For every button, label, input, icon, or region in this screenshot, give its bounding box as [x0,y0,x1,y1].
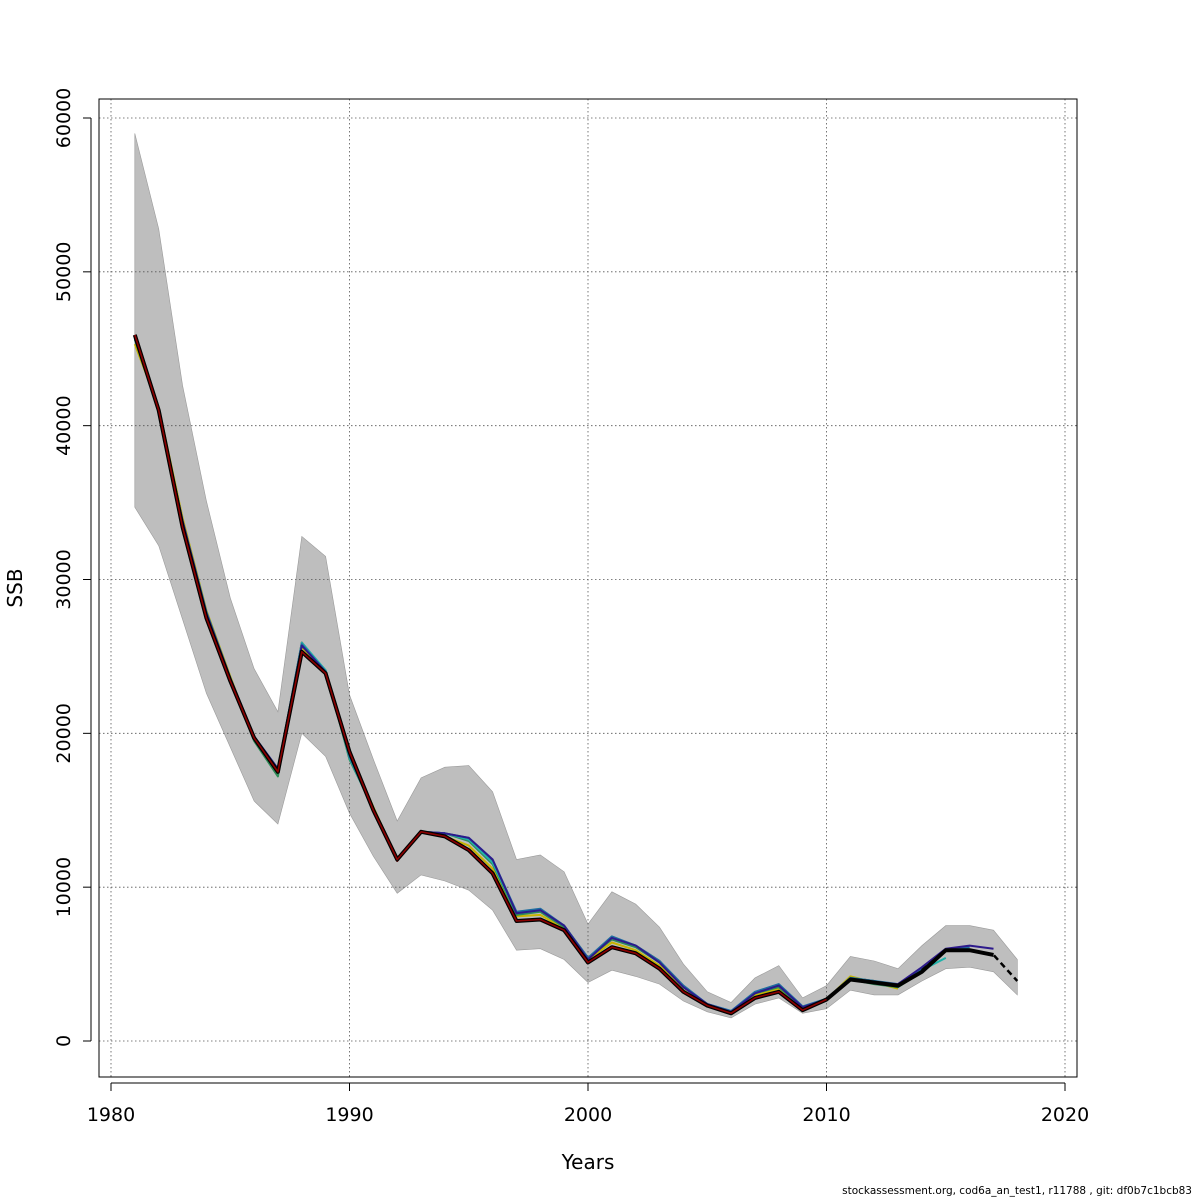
y-tick-label: 10000 [53,857,75,917]
x-axis-title: Years [561,1150,615,1174]
y-tick-label: 50000 [53,242,75,302]
y-axis-title: SSB [3,568,27,607]
y-tick-label: 30000 [53,549,75,609]
confidence-band-layer [134,133,1018,1019]
x-tick-label: 2010 [802,1104,850,1126]
forecast-dashed-line [921,948,1019,982]
grid-layer [99,99,1077,1077]
footer-credit: stockassessment.org, cod6a_an_test1, r11… [842,1185,1192,1197]
final-estimate-core-line [134,334,827,1015]
y-tick-label: 40000 [53,395,75,455]
x-tick-label: 2020 [1041,1104,1089,1126]
plot-frame [98,98,1078,1078]
y-tick-label: 20000 [53,703,75,763]
y-tick-label: 0 [53,1035,75,1047]
axis-layer: 1980 1990 2000 2010 2020 0 10000 20000 30000 4000… [53,88,1089,1126]
x-tick-label: 2000 [564,1104,612,1126]
x-tick-label: 1980 [87,1104,135,1126]
confidence-band [134,133,1018,1019]
y-tick-label: 60000 [53,88,75,148]
series-layer [132,334,1019,1016]
x-tick-label: 1990 [325,1104,373,1126]
